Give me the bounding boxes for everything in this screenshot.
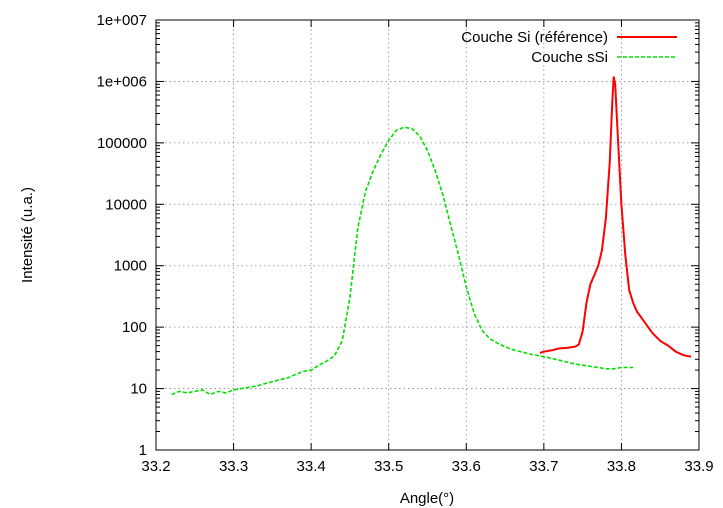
y-axis-label: Intensité (u.a.) — [19, 187, 36, 283]
y-tick-labels: 1 10 100 1000 10000 100000 1e+006 1e+007 — [97, 12, 147, 459]
plot-frame — [155, 19, 700, 451]
y-tick-label: 10000 — [105, 196, 147, 213]
legend-label-ssi: Couche sSi — [531, 49, 608, 66]
x-tick-label: 33.9 — [684, 458, 713, 475]
x-tick-labels: 33.2 33.3 33.4 33.5 33.6 33.7 33.8 33.9 — [141, 458, 713, 475]
y-tick-label: 1 — [139, 442, 147, 459]
x-tick-label: 33.7 — [529, 458, 558, 475]
x-tick-label: 33.8 — [607, 458, 636, 475]
legend: Couche Si (référence) Couche sSi — [461, 29, 677, 66]
x-tick-label: 33.6 — [452, 458, 481, 475]
plot-area — [171, 76, 692, 396]
y-tick-label: 100000 — [97, 135, 147, 152]
series-line-ssi — [171, 126, 634, 396]
x-tick-label: 33.2 — [141, 458, 170, 475]
y-tick-label: 10 — [130, 381, 147, 398]
y-tick-label: 1000 — [114, 258, 147, 275]
series-line-si — [539, 76, 692, 358]
y-tick-label: 1e+007 — [97, 12, 147, 29]
grid — [156, 20, 699, 450]
x-tick-label: 33.5 — [374, 458, 403, 475]
axis-ticks — [155, 19, 700, 451]
legend-label-si: Couche Si (référence) — [461, 29, 608, 46]
x-tick-label: 33.4 — [297, 458, 326, 475]
x-axis-label: Angle(°) — [400, 490, 454, 507]
y-tick-label: 1e+006 — [97, 73, 147, 90]
x-tick-label: 33.3 — [219, 458, 248, 475]
y-tick-label: 100 — [122, 319, 147, 336]
